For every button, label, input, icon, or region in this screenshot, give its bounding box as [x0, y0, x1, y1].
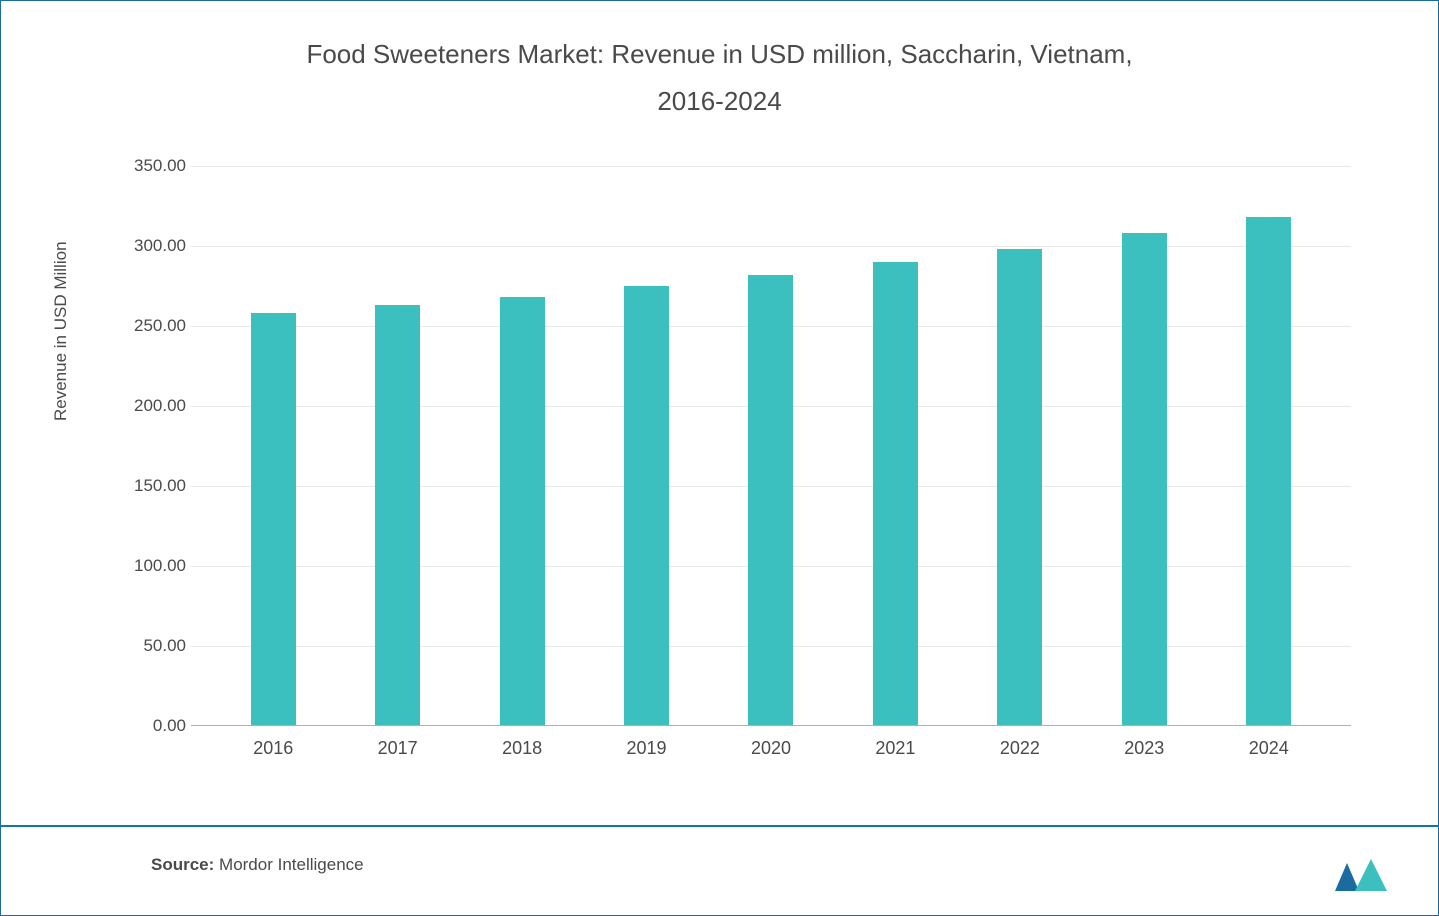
title-line-1: Food Sweeteners Market: Revenue in USD m…	[306, 39, 1132, 69]
x-tick-label: 2020	[751, 738, 791, 759]
source-attribution: Source: Mordor Intelligence	[151, 855, 364, 875]
x-tick-label: 2021	[875, 738, 915, 759]
y-tick-label: 0.00	[101, 716, 186, 736]
x-tick-label: 2016	[253, 738, 293, 759]
bar-slot: 2021	[833, 166, 957, 726]
bar	[1246, 217, 1291, 726]
bar-slot: 2019	[584, 166, 708, 726]
bars-group: 201620172018201920202021202220232024	[191, 166, 1351, 726]
x-tick-label: 2022	[1000, 738, 1040, 759]
brand-logo-icon	[1333, 857, 1393, 893]
bar-slot: 2017	[335, 166, 459, 726]
bar	[748, 275, 793, 726]
chart-area: 0.0050.00100.00150.00200.00250.00300.003…	[91, 166, 1351, 756]
source-value: Mordor Intelligence	[219, 855, 364, 874]
bar-slot: 2016	[211, 166, 335, 726]
y-tick-label: 200.00	[101, 396, 186, 416]
bar-slot: 2023	[1082, 166, 1206, 726]
chart-title: Food Sweeteners Market: Revenue in USD m…	[1, 31, 1438, 125]
x-tick-label: 2024	[1249, 738, 1289, 759]
bar-slot: 2018	[460, 166, 584, 726]
bar	[500, 297, 545, 726]
x-tick-label: 2017	[378, 738, 418, 759]
bar-slot: 2024	[1207, 166, 1331, 726]
bar-slot: 2022	[958, 166, 1082, 726]
bar	[251, 313, 296, 726]
y-tick-label: 50.00	[101, 636, 186, 656]
y-tick-label: 350.00	[101, 156, 186, 176]
footer: Source: Mordor Intelligence	[1, 825, 1438, 915]
bar	[997, 249, 1042, 726]
chart-container: Food Sweeteners Market: Revenue in USD m…	[0, 0, 1439, 916]
y-axis-label: Revenue in USD Million	[51, 241, 71, 421]
plot-area: 201620172018201920202021202220232024	[191, 166, 1351, 726]
bar-slot: 2020	[709, 166, 833, 726]
y-tick-label: 150.00	[101, 476, 186, 496]
title-line-2: 2016-2024	[657, 86, 781, 116]
y-tick-label: 300.00	[101, 236, 186, 256]
bar	[1122, 233, 1167, 726]
source-label: Source:	[151, 855, 214, 874]
y-tick-label: 250.00	[101, 316, 186, 336]
bar	[624, 286, 669, 726]
x-tick-label: 2023	[1124, 738, 1164, 759]
bar	[375, 305, 420, 726]
x-axis-line	[191, 725, 1351, 726]
bar	[873, 262, 918, 726]
y-tick-label: 100.00	[101, 556, 186, 576]
x-tick-label: 2019	[627, 738, 667, 759]
x-tick-label: 2018	[502, 738, 542, 759]
